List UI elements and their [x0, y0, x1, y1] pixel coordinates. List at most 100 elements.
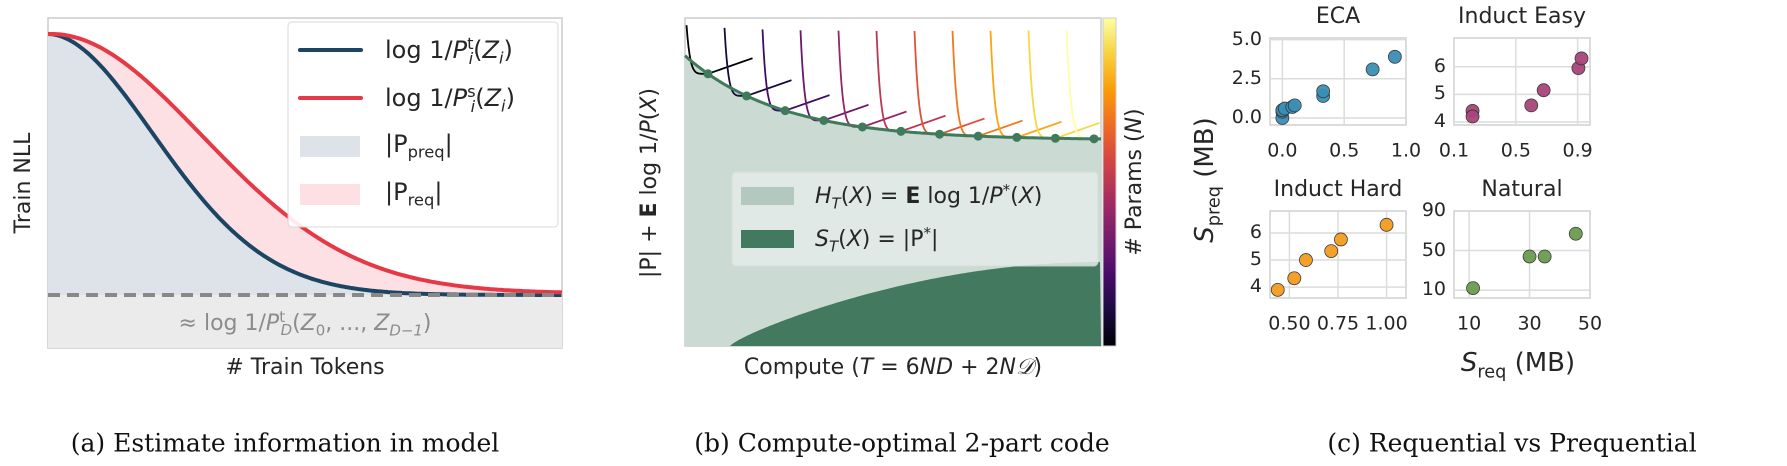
label-part: T: [859, 355, 874, 380]
scatter-point: [1287, 271, 1302, 286]
label-part: (: [1010, 184, 1019, 210]
colorbar: [1102, 17, 1117, 347]
x-tick-label: 10: [1457, 312, 1482, 335]
y-tick-label: 4: [1433, 109, 1446, 132]
scatter-point: [1324, 244, 1339, 259]
legend-label: HT(X) = E log 1/P*(X): [815, 183, 1042, 211]
label-part: ) = |P: [861, 227, 924, 253]
label-part: log 1/: [385, 35, 453, 64]
label-part: i: [470, 96, 476, 116]
preq-area: [48, 34, 562, 295]
scatter-point: [1334, 232, 1348, 247]
label-part: t: [279, 307, 286, 326]
panel-a-caption: (a) Estimate information in model: [70, 428, 500, 458]
x-tick-label: 0.50: [1268, 312, 1311, 335]
label-part: H: [815, 184, 832, 210]
y-tick-label: 0.0: [1231, 105, 1262, 128]
label-part: # Params (: [1122, 133, 1147, 256]
label-part: E: [637, 202, 662, 218]
label-part: ): [422, 311, 432, 337]
label-part: (: [838, 227, 847, 253]
label-part: |P: [385, 130, 408, 158]
req-area: [48, 34, 562, 295]
legend-label: ST(X) = |P*|: [815, 226, 938, 254]
panel-c-ylabel: Spreq (MB): [1190, 117, 1224, 243]
label-part: T: [828, 237, 839, 256]
legend-label: |Preq|: [385, 180, 442, 209]
label-part: (MB): [1506, 348, 1576, 379]
legend-label: log 1/Pti(Zi): [385, 35, 513, 68]
label-part: N𝒟: [999, 355, 1034, 380]
label-part: req: [407, 190, 435, 210]
scatter-point: [1287, 98, 1302, 113]
label-part: + 2: [953, 355, 1000, 380]
frontier-point: [703, 69, 713, 79]
x-tick-label: 0.5: [1500, 139, 1531, 162]
panel-a-ylabel: Train NLL: [11, 132, 36, 234]
y-tick-label: 6: [1249, 220, 1262, 243]
panel-a-legend-box: [287, 21, 559, 228]
label-part: = 6: [873, 355, 920, 380]
x-tick-label: 1.0: [1390, 139, 1422, 162]
model-loss-curve: [913, 30, 985, 136]
label-part: ): [1122, 108, 1147, 117]
label-part: log 1/: [385, 83, 453, 112]
label-part: X: [846, 227, 862, 253]
label-part: (: [475, 83, 485, 112]
label-part: s: [467, 82, 476, 101]
label-part: ): [637, 87, 662, 97]
legend-label: |Ppreq|: [385, 132, 453, 161]
panel-b-ylabel: |P| + E log 1/P(X): [637, 87, 662, 278]
label-part: i: [501, 96, 506, 116]
label-part: Z: [300, 311, 316, 337]
scatter-point: [1387, 49, 1402, 64]
label-part: ): [1033, 184, 1043, 210]
label-part: T: [831, 194, 841, 213]
label-part: X: [849, 184, 865, 210]
scatter-point: [1522, 249, 1537, 264]
label-part: 0: [315, 321, 326, 340]
label-part: *: [923, 224, 931, 242]
label-part: D−1: [389, 321, 423, 340]
label-part: i: [468, 48, 474, 68]
frontier-point: [896, 126, 906, 136]
label-part: Z: [374, 311, 390, 337]
label-part: ) =: [864, 184, 906, 210]
model-loss-curve: [761, 29, 830, 112]
model-loss-curve: [989, 30, 1062, 139]
frontier-point: [1012, 132, 1022, 142]
label-part: ND: [919, 355, 954, 380]
y-tick-label: 10: [1421, 278, 1446, 301]
label-part: E: [905, 184, 921, 210]
y-tick-label: 5.0: [1231, 27, 1262, 50]
label-part: |: [434, 178, 443, 206]
label-part: X: [637, 96, 662, 112]
label-part: Compute (: [743, 355, 860, 380]
label-part: (: [637, 111, 662, 121]
y-tick-label: 90: [1421, 199, 1446, 221]
label-part: P: [452, 35, 468, 64]
panel-c-caption: (c) Requential vs Prequential: [1327, 428, 1697, 458]
label-part: req: [1477, 362, 1507, 383]
panel-b-legend-box: [731, 171, 1099, 267]
label-part: (: [473, 35, 483, 64]
x-tick-label: 0.9: [1562, 139, 1593, 162]
scatter-title: Natural: [1481, 177, 1563, 202]
scatter-point: [1270, 282, 1285, 297]
label-part: preq: [407, 142, 445, 162]
x-tick-label: 50: [1577, 312, 1603, 335]
scatter-title: Induct Easy: [1458, 4, 1586, 29]
label-part: Z: [482, 35, 499, 64]
scatter-point: [1465, 109, 1480, 124]
label-part: |: [930, 227, 939, 253]
model-loss-curve: [951, 30, 1023, 137]
label-part: P: [265, 311, 280, 337]
frontier-point: [1050, 133, 1060, 143]
scatter-point: [1379, 217, 1394, 232]
panel-b-caption: (b) Compute-optimal 2-part code: [694, 428, 1110, 458]
label-part: *: [1002, 181, 1011, 199]
scatter-point: [1365, 62, 1380, 77]
label-part: , ...,: [325, 311, 375, 337]
